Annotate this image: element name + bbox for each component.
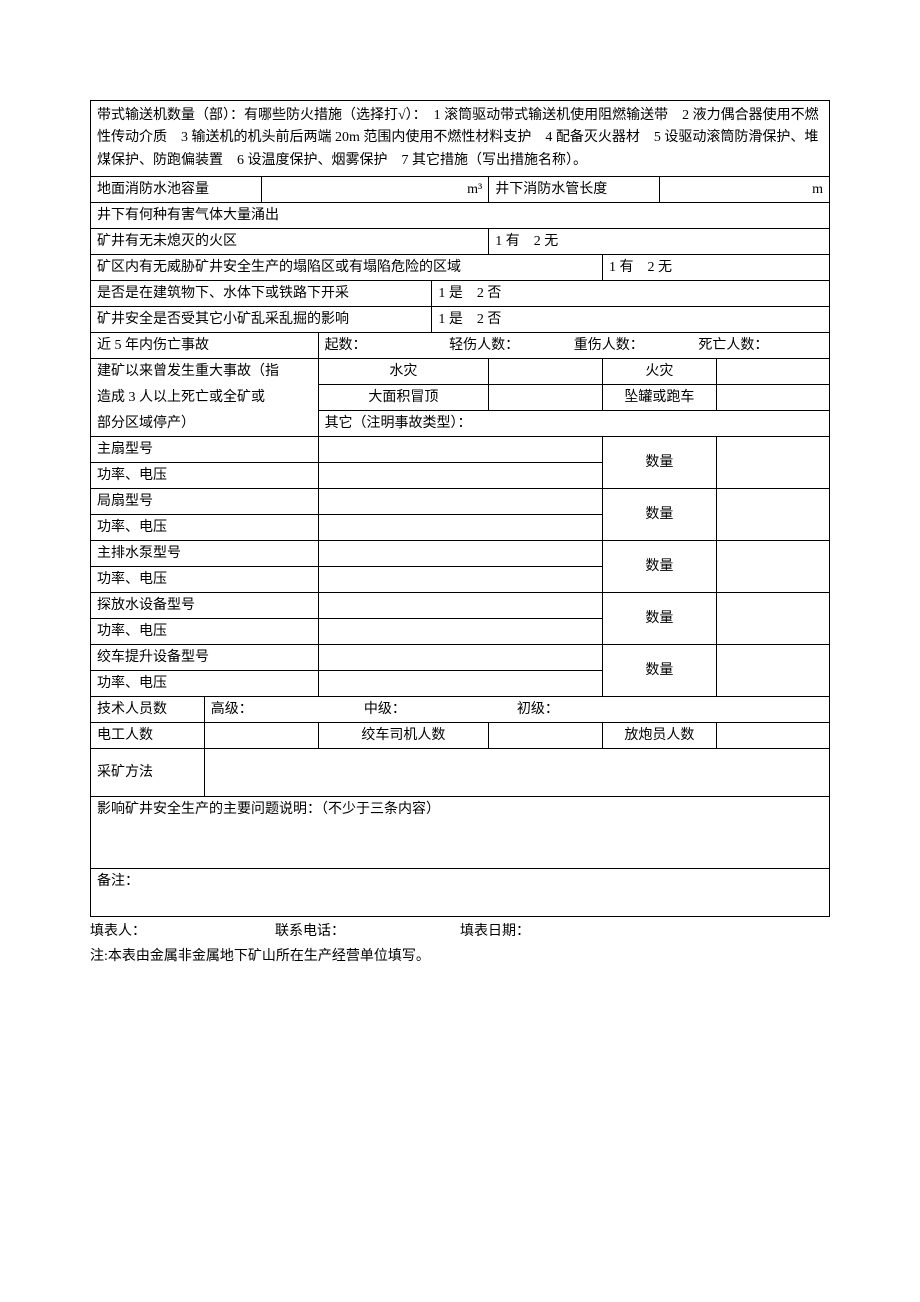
zhushan-qty-label: 数量 — [603, 437, 717, 489]
casualty-zhongshang: 重伤人数： — [574, 335, 699, 356]
pump-model-label: 主排水泵型号 — [91, 541, 319, 567]
fire-zone-label: 矿井有无未熄灭的火区 — [91, 229, 489, 255]
tech-staff-values[interactable]: 高级： 中级： 初级： — [204, 697, 829, 723]
caikuang-label: 采矿方法 — [91, 749, 205, 797]
pool-capacity-label: 地面消防水池容量 — [91, 177, 262, 203]
diangong-value[interactable] — [204, 723, 318, 749]
tech-zhongji: 中级： — [364, 699, 517, 720]
footer-lianxi: 联系电话： — [275, 921, 460, 942]
pump-qty-label: 数量 — [603, 541, 717, 593]
pump-model-value[interactable] — [318, 541, 602, 567]
major-accident-label-2: 造成 3 人以上死亡或全矿或 — [91, 385, 319, 411]
major-type-zhuiguan: 坠罐或跑车 — [603, 385, 717, 411]
pump-pv-label: 功率、电压 — [91, 567, 319, 593]
jushan-qty-value[interactable] — [716, 489, 829, 541]
jiaoche-model-value[interactable] — [318, 645, 602, 671]
major-shui-value[interactable] — [489, 359, 603, 385]
jushan-qty-label: 数量 — [603, 489, 717, 541]
tech-staff-label: 技术人员数 — [91, 697, 205, 723]
tanfang-qty-value[interactable] — [716, 593, 829, 645]
remark-row[interactable]: 备注： — [91, 869, 830, 917]
tanfang-pv-label: 功率、电压 — [91, 619, 319, 645]
casualty-qishu: 起数： — [325, 335, 450, 356]
major-type-huo: 火灾 — [603, 359, 717, 385]
small-mine-options[interactable]: 1 是 2 否 — [432, 307, 830, 333]
major-type-maoding: 大面积冒顶 — [318, 385, 489, 411]
pool-capacity-unit[interactable]: m³ — [261, 177, 489, 203]
casualty-siwang: 死亡人数： — [698, 335, 823, 356]
casualty-qingshang: 轻伤人数： — [449, 335, 574, 356]
under-building-options[interactable]: 1 是 2 否 — [432, 281, 830, 307]
diangong-label: 电工人数 — [91, 723, 205, 749]
belt-conveyor-row: 带式输送机数量（部）：有哪些防火措施（选择打√）： 1 滚筒驱动带式输送机使用阻… — [91, 101, 830, 177]
jiaoche-siji-label: 绞车司机人数 — [318, 723, 489, 749]
collapse-zone-label: 矿区内有无威胁矿井安全生产的塌陷区或有塌陷危险的区域 — [91, 255, 603, 281]
casualty-5yr-counts[interactable]: 起数： 轻伤人数： 重伤人数： 死亡人数： — [318, 333, 829, 359]
jushan-pv-label: 功率、电压 — [91, 515, 319, 541]
major-type-qita[interactable]: 其它（注明事故类型）： — [318, 411, 829, 437]
major-type-shui: 水灾 — [318, 359, 489, 385]
jiaoche-pv-value[interactable] — [318, 671, 602, 697]
pump-pv-value[interactable] — [318, 567, 602, 593]
major-zhuiguan-value[interactable] — [716, 385, 829, 411]
pump-qty-value[interactable] — [716, 541, 829, 593]
fangpaoyuan-label: 放炮员人数 — [603, 723, 717, 749]
jiaoche-qty-value[interactable] — [716, 645, 829, 697]
jiaoche-pv-label: 功率、电压 — [91, 671, 319, 697]
jushan-model-value[interactable] — [318, 489, 602, 515]
collapse-zone-options[interactable]: 1 有 2 无 — [603, 255, 830, 281]
zhushan-model-value[interactable] — [318, 437, 602, 463]
jushan-model-label: 局扇型号 — [91, 489, 319, 515]
fangpaoyuan-value[interactable] — [716, 723, 829, 749]
major-accident-label-3: 部分区域停产） — [91, 411, 319, 437]
zhushan-pv-label: 功率、电压 — [91, 463, 319, 489]
footer-signoff: 填表人： 联系电话： 填表日期： — [90, 921, 830, 942]
caikuang-value[interactable] — [204, 749, 829, 797]
major-huo-value[interactable] — [716, 359, 829, 385]
casualty-5yr-label: 近 5 年内伤亡事故 — [91, 333, 319, 359]
form-table: 带式输送机数量（部）：有哪些防火措施（选择打√）： 1 滚筒驱动带式输送机使用阻… — [90, 100, 830, 917]
jiaoche-model-label: 绞车提升设备型号 — [91, 645, 319, 671]
tanfang-model-label: 探放水设备型号 — [91, 593, 319, 619]
tanfang-pv-value[interactable] — [318, 619, 602, 645]
fire-zone-options[interactable]: 1 有 2 无 — [489, 229, 830, 255]
under-building-label: 是否是在建筑物下、水体下或铁路下开采 — [91, 281, 432, 307]
zhushan-model-label: 主扇型号 — [91, 437, 319, 463]
pipe-length-label: 井下消防水管长度 — [489, 177, 660, 203]
footer-note: 注:本表由金属非金属地下矿山所在生产经营单位填写。 — [90, 946, 830, 967]
zhushan-qty-value[interactable] — [716, 437, 829, 489]
footer-riqi: 填表日期： — [460, 921, 645, 942]
tanfang-qty-label: 数量 — [603, 593, 717, 645]
tech-gaoji: 高级： — [211, 699, 364, 720]
gas-emission-row[interactable]: 井下有何种有害气体大量涌出 — [91, 203, 830, 229]
problems-row[interactable]: 影响矿井安全生产的主要问题说明：（不少于三条内容） — [91, 797, 830, 869]
major-maoding-value[interactable] — [489, 385, 603, 411]
jiaoche-siji-value[interactable] — [489, 723, 603, 749]
small-mine-label: 矿井安全是否受其它小矿乱采乱掘的影响 — [91, 307, 432, 333]
jushan-pv-value[interactable] — [318, 515, 602, 541]
tech-chuji: 初级： — [517, 699, 670, 720]
jiaoche-qty-label: 数量 — [603, 645, 717, 697]
tanfang-model-value[interactable] — [318, 593, 602, 619]
footer-tianbiaoren: 填表人： — [90, 921, 275, 942]
zhushan-pv-value[interactable] — [318, 463, 602, 489]
major-accident-label-1: 建矿以来曾发生重大事故（指 — [91, 359, 319, 385]
pipe-length-unit[interactable]: m — [659, 177, 829, 203]
